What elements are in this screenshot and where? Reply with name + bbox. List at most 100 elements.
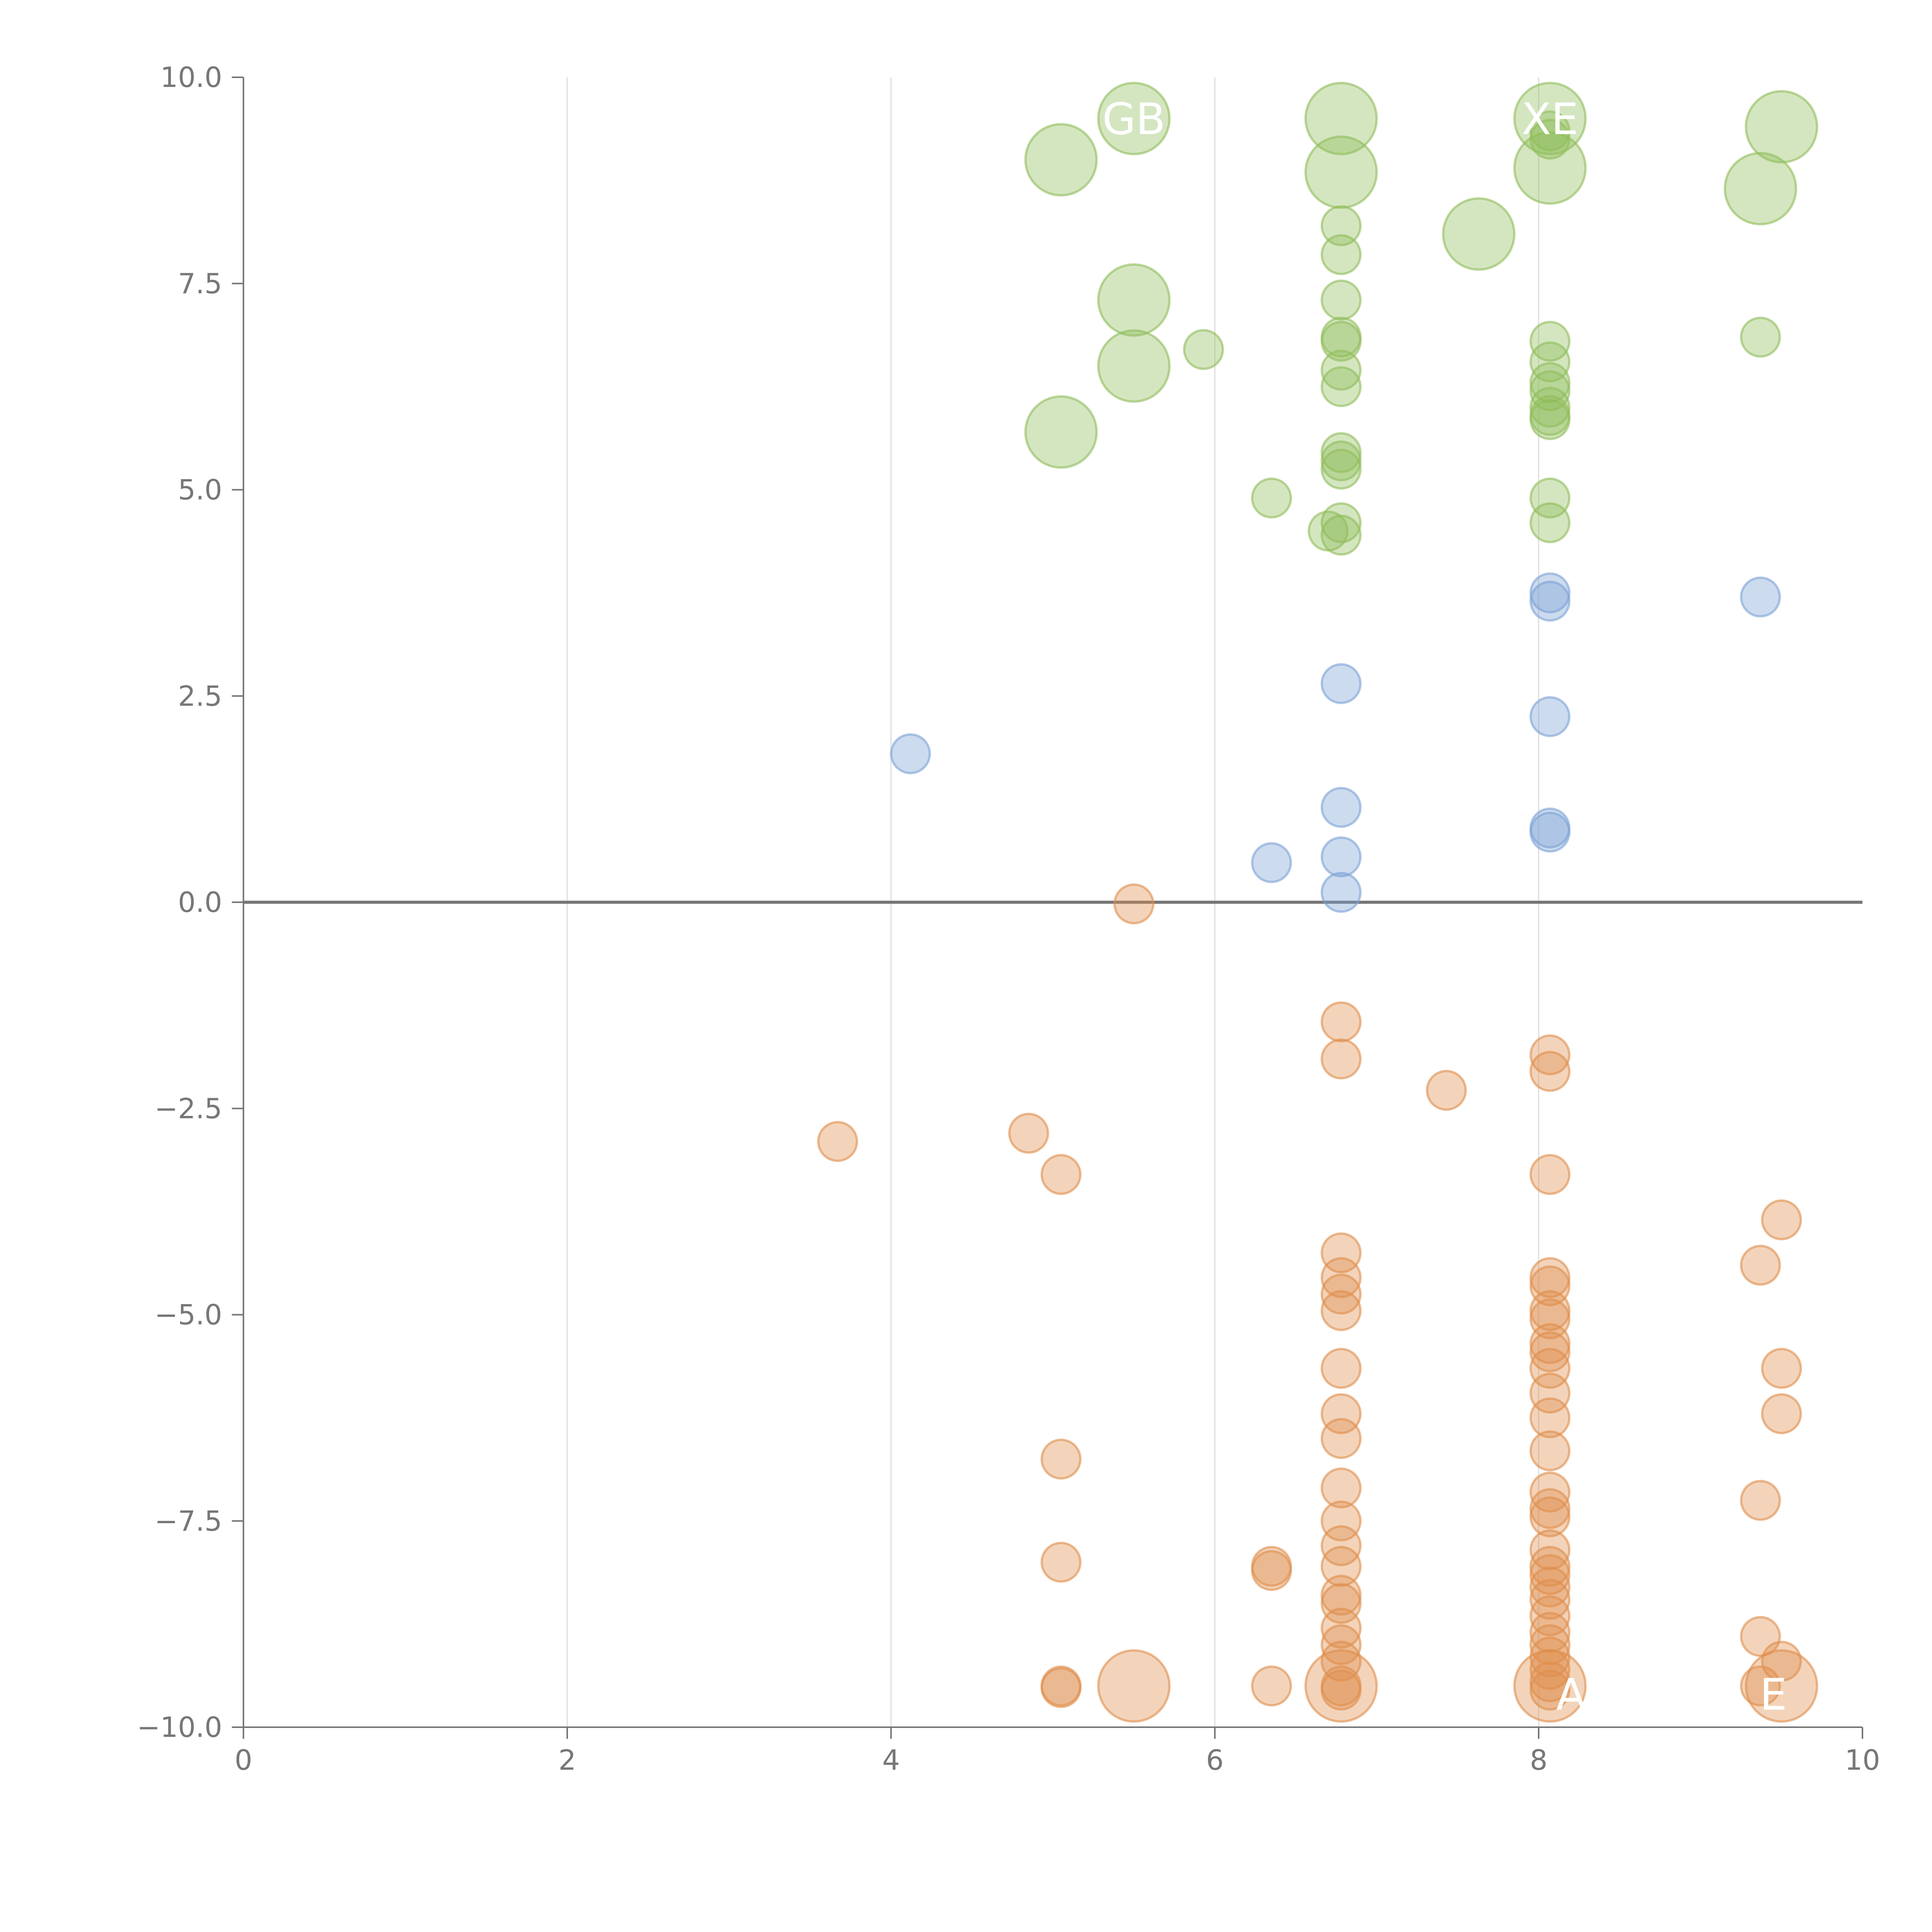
data-point [1513, 1649, 1587, 1723]
data-point [1320, 1393, 1362, 1434]
data-point [1529, 1471, 1571, 1513]
data-point [1529, 1529, 1571, 1570]
data-point [1320, 234, 1362, 276]
data-point [1320, 349, 1362, 391]
data-point [1529, 1496, 1571, 1537]
data-point [890, 733, 931, 774]
data-point [1320, 366, 1362, 407]
data-point [1320, 1290, 1362, 1331]
data-point [1745, 90, 1818, 164]
data-point [1320, 449, 1362, 490]
data-point [1113, 883, 1155, 925]
data-point [1040, 1154, 1082, 1195]
data-point [1529, 1348, 1571, 1389]
data-point [1097, 263, 1171, 337]
y-tick-label: −10.0 [137, 1711, 222, 1743]
data-point [1529, 580, 1571, 622]
data-point [1529, 399, 1571, 440]
data-point [1529, 1051, 1571, 1092]
data-point [1320, 836, 1362, 878]
points-layer [817, 82, 1818, 1723]
data-point [1529, 1579, 1571, 1620]
data-point [1320, 787, 1362, 828]
y-tick-label: 5.0 [178, 474, 222, 506]
data-point [1529, 119, 1571, 160]
point-label: GB [1102, 94, 1166, 145]
data-point [1761, 1393, 1802, 1434]
data-point [1529, 1154, 1571, 1195]
data-point [1529, 1372, 1571, 1414]
data-point [1320, 663, 1362, 704]
data-point [1040, 1667, 1082, 1708]
data-point [1320, 1274, 1362, 1315]
point-label: XE [1522, 94, 1579, 145]
data-point [1740, 316, 1781, 358]
data-point [1529, 1430, 1571, 1471]
data-point [1724, 152, 1798, 226]
data-point [1008, 1112, 1049, 1154]
data-point [1529, 1554, 1571, 1595]
data-point [1529, 341, 1571, 383]
data-point [1251, 477, 1292, 519]
data-point [1320, 1500, 1362, 1542]
y-tick-label: 10.0 [160, 61, 222, 94]
data-point [1529, 1669, 1571, 1711]
data-point [1529, 370, 1571, 412]
data-point [1529, 1612, 1571, 1653]
axis-layer: 0 2 4 6 8 10 10.0 7.5 5.0 2.5 0.0 −2.5 −5.0 −7.5 −10.0 [137, 61, 1880, 1776]
data-point [1320, 1038, 1362, 1080]
data-point [1740, 1480, 1781, 1521]
data-point [1740, 1245, 1781, 1286]
data-point [817, 1121, 858, 1162]
y-tick-label: −2.5 [155, 1092, 222, 1125]
y-tick-label: −7.5 [155, 1505, 222, 1537]
data-point [1442, 197, 1515, 271]
x-tick-label: 0 [235, 1744, 252, 1776]
data-point [1529, 321, 1571, 362]
data-point [1097, 329, 1171, 403]
data-point [1740, 1665, 1781, 1707]
data-point [1320, 1348, 1362, 1389]
data-point [1529, 1331, 1571, 1372]
y-tick-label: −5.0 [155, 1299, 222, 1331]
data-point [1320, 1001, 1362, 1043]
data-point [1529, 477, 1571, 519]
data-point [1320, 1669, 1362, 1711]
data-point [1251, 1550, 1292, 1591]
data-point [1304, 1649, 1378, 1723]
data-point [1529, 1034, 1571, 1075]
data-point [1320, 205, 1362, 247]
data-point [1529, 1397, 1571, 1439]
data-point [1529, 696, 1571, 737]
data-point [1320, 1546, 1362, 1587]
data-point [1529, 1566, 1571, 1608]
data-point [1320, 1607, 1362, 1649]
data-point [1529, 1624, 1571, 1665]
data-point [1320, 1467, 1362, 1509]
data-point [1320, 1624, 1362, 1665]
data-point [1761, 1199, 1802, 1240]
data-point [1040, 1542, 1082, 1583]
y-tick-label: 0.0 [178, 886, 222, 918]
data-point [1251, 1665, 1292, 1707]
data-point [1097, 1649, 1171, 1723]
data-point [1745, 1649, 1818, 1723]
data-point [1320, 1525, 1362, 1566]
data-point [1513, 131, 1587, 205]
data-point [1529, 811, 1571, 853]
x-tick-label: 8 [1530, 1744, 1548, 1776]
data-point [1529, 502, 1571, 543]
data-point [1320, 1583, 1362, 1624]
data-point [1183, 329, 1224, 370]
data-point [1308, 510, 1349, 552]
x-tick-label: 10 [1845, 1744, 1880, 1776]
data-point [1761, 1348, 1802, 1389]
data-point [1024, 123, 1098, 197]
x-tick-label: 6 [1206, 1744, 1224, 1776]
x-tick-label: 2 [558, 1744, 576, 1776]
data-point [1320, 321, 1362, 362]
x-tick-label: 4 [882, 1744, 900, 1776]
data-point [1740, 577, 1781, 618]
data-point [1304, 135, 1378, 209]
